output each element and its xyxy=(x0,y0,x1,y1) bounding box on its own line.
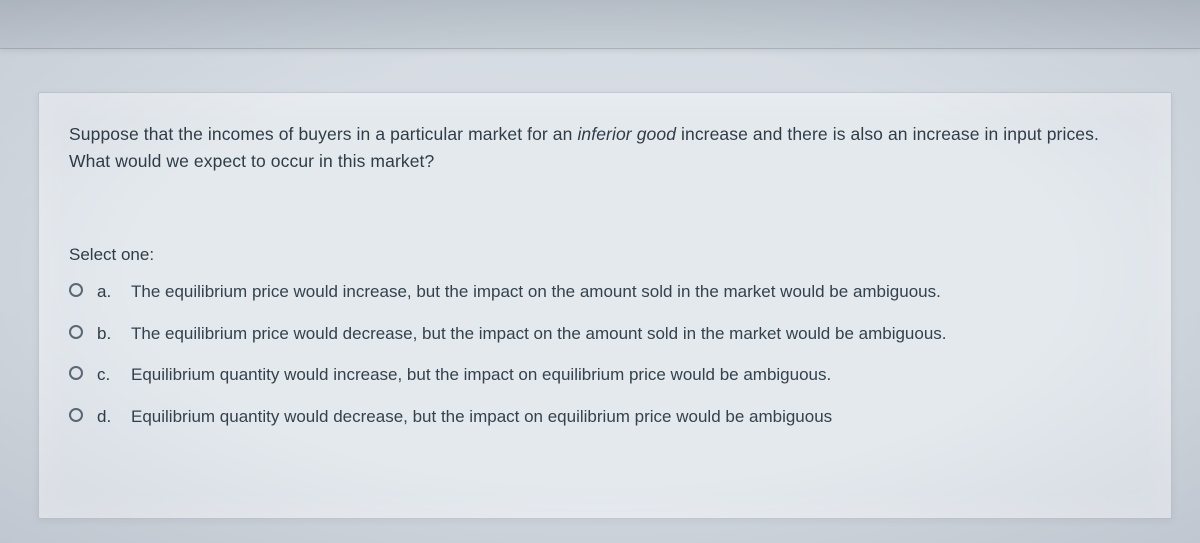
option-text: The equilibrium price would increase, bu… xyxy=(131,279,941,305)
question-text: Suppose that the incomes of buyers in a … xyxy=(69,121,1141,175)
option-row[interactable]: d. Equilibrium quantity would decrease, … xyxy=(69,404,1141,430)
window-top-strip xyxy=(0,0,1200,49)
option-letter: c. xyxy=(97,365,117,385)
option-text: The equilibrium price would decrease, bu… xyxy=(131,321,947,347)
option-letter: b. xyxy=(97,324,117,344)
option-text: Equilibrium quantity would decrease, but… xyxy=(131,404,832,430)
question-italic: inferior good xyxy=(577,124,676,144)
option-letter: d. xyxy=(97,407,117,427)
option-text: Equilibrium quantity would increase, but… xyxy=(131,362,831,388)
question-part1: Suppose that the incomes of buyers in a … xyxy=(69,124,577,144)
option-row[interactable]: a. The equilibrium price would increase,… xyxy=(69,279,1141,305)
question-card: Suppose that the incomes of buyers in a … xyxy=(38,92,1172,519)
radio-icon[interactable] xyxy=(69,283,83,297)
option-row[interactable]: c. Equilibrium quantity would increase, … xyxy=(69,362,1141,388)
radio-icon[interactable] xyxy=(69,408,83,422)
options-list: a. The equilibrium price would increase,… xyxy=(69,279,1141,429)
radio-icon[interactable] xyxy=(69,325,83,339)
option-row[interactable]: b. The equilibrium price would decrease,… xyxy=(69,321,1141,347)
select-one-label: Select one: xyxy=(69,245,1141,265)
option-letter: a. xyxy=(97,282,117,302)
radio-icon[interactable] xyxy=(69,366,83,380)
